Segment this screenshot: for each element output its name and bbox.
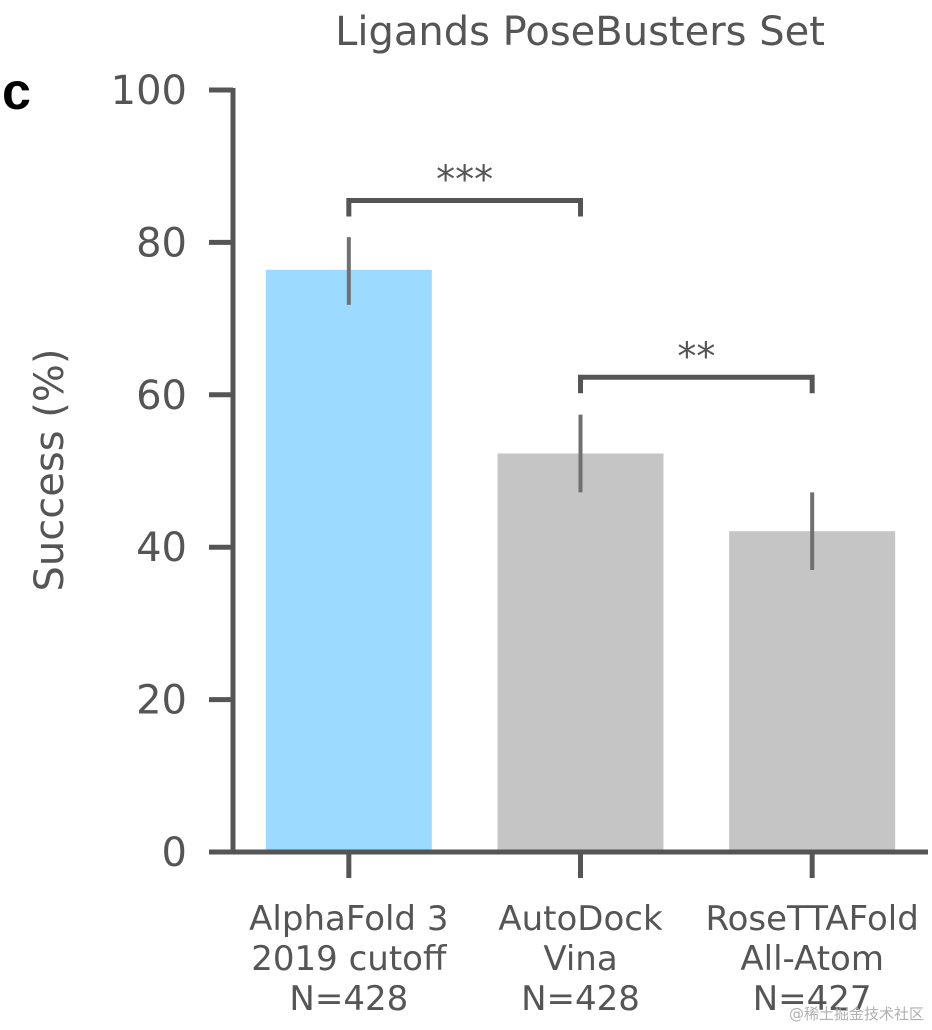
x-tick-label-2: AutoDock Vina N=428 [498,899,663,1019]
significance-label-1: *** [436,157,493,201]
bars-group [265,269,896,852]
axes-group: 0 20 40 60 80 100 [111,68,928,878]
x-tick-label-1-line-2: 2019 cutoff [251,939,448,979]
y-tick-label-0: 0 [162,830,187,876]
x-tick-label-1: AlphaFold 3 2019 cutoff N=428 [249,899,448,1019]
watermark: @稀土掘金技术社区 [788,1005,924,1023]
x-tick-label-3: RoseTTAFold All-Atom N=427 [706,899,919,1019]
y-tick-label-100: 100 [111,68,187,114]
x-tick-label-3-line-2: All-Atom [740,939,884,979]
error-bars-group [346,237,815,571]
x-tick-label-1-line-3: N=428 [289,979,408,1019]
bar-3 [729,531,896,852]
y-tick-label-40: 40 [136,525,187,571]
bar-1 [265,269,432,852]
significance-label-2: ** [677,334,715,378]
x-tick-label-2-line-1: AutoDock [498,899,663,939]
x-tick-label-2-line-3: N=428 [521,979,640,1019]
x-tick-label-1-line-1: AlphaFold 3 [249,899,448,939]
y-axis-label: Success (%) [27,349,73,592]
x-tick-label-3-line-3: N=427 [753,979,872,1019]
panel-letter: c [2,63,31,121]
bar-2 [497,453,664,852]
y-tick-label-20: 20 [136,678,187,724]
y-tick-label-80: 80 [136,220,187,266]
y-tick-label-60: 60 [136,373,187,419]
x-tick-label-2-line-2: Vina [543,939,617,979]
x-tick-label-3-line-1: RoseTTAFold [706,899,919,939]
significance-bracket-2 [578,374,815,394]
chart-title: Ligands PoseBusters Set [335,9,825,55]
significance-group: ***** [346,157,815,394]
significance-bracket-1 [346,197,583,217]
